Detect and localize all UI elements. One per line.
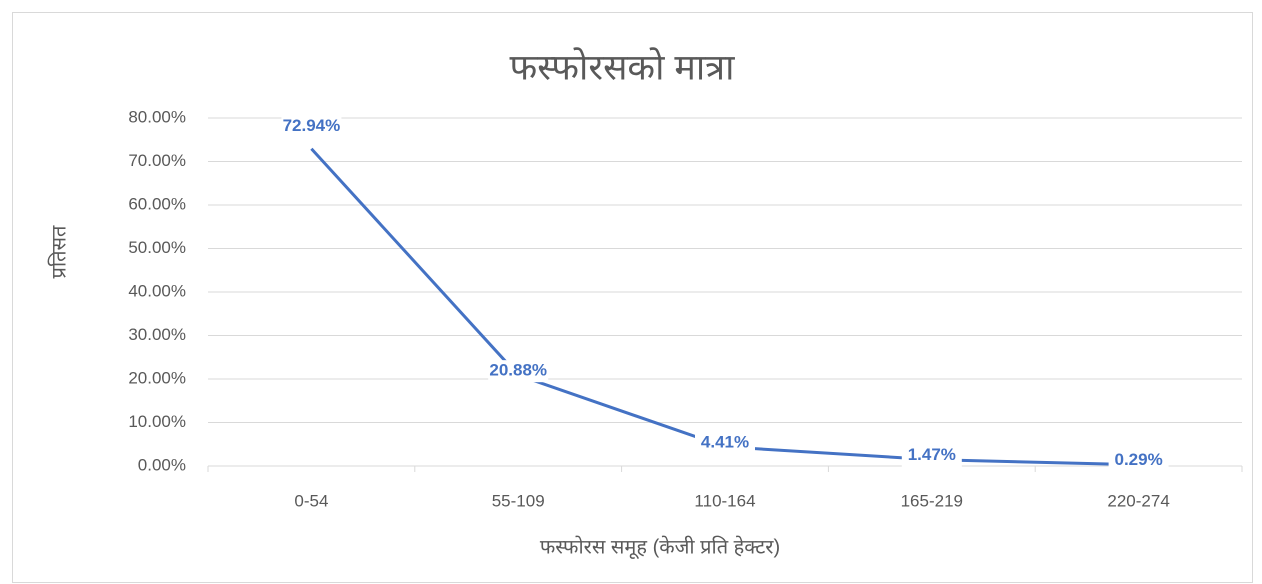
y-tick-label: 30.00%	[128, 325, 186, 344]
data-label: 1.47%	[908, 445, 956, 464]
label-bg	[901, 444, 962, 467]
y-tick-label: 10.00%	[128, 412, 186, 431]
label-bg	[281, 115, 342, 138]
label-bg	[695, 431, 755, 454]
y-tick-label: 0.00%	[138, 455, 186, 474]
y-tick-label: 40.00%	[128, 281, 186, 300]
label-bg	[488, 360, 549, 383]
y-tick-label: 60.00%	[128, 194, 186, 213]
y-tick-label: 70.00%	[128, 151, 186, 170]
y-tick-label: 50.00%	[128, 238, 186, 257]
label-bg	[1108, 449, 1169, 472]
chart-title: फस्फोरसको मात्रा	[510, 47, 736, 88]
data-label: 72.94%	[283, 116, 341, 135]
data-label: 4.41%	[701, 432, 749, 451]
x-tick-label: 110-164	[694, 491, 755, 510]
y-tick-label: 20.00%	[128, 368, 186, 387]
data-label: 20.88%	[489, 361, 547, 380]
y-tick-label: 80.00%	[128, 107, 186, 126]
x-axis-label: फस्फोरस समूह (केजी प्रति हेक्टर)	[540, 535, 780, 559]
chart-frame	[12, 12, 1253, 583]
x-tick-label: 55-109	[492, 491, 545, 510]
x-tick-label: 165-219	[901, 491, 963, 510]
x-tick-label: 220-274	[1107, 491, 1169, 510]
x-tick-label: 0-54	[294, 491, 328, 510]
y-axis-label: प्रतिसत	[47, 225, 70, 278]
data-label: 0.29%	[1114, 450, 1162, 469]
